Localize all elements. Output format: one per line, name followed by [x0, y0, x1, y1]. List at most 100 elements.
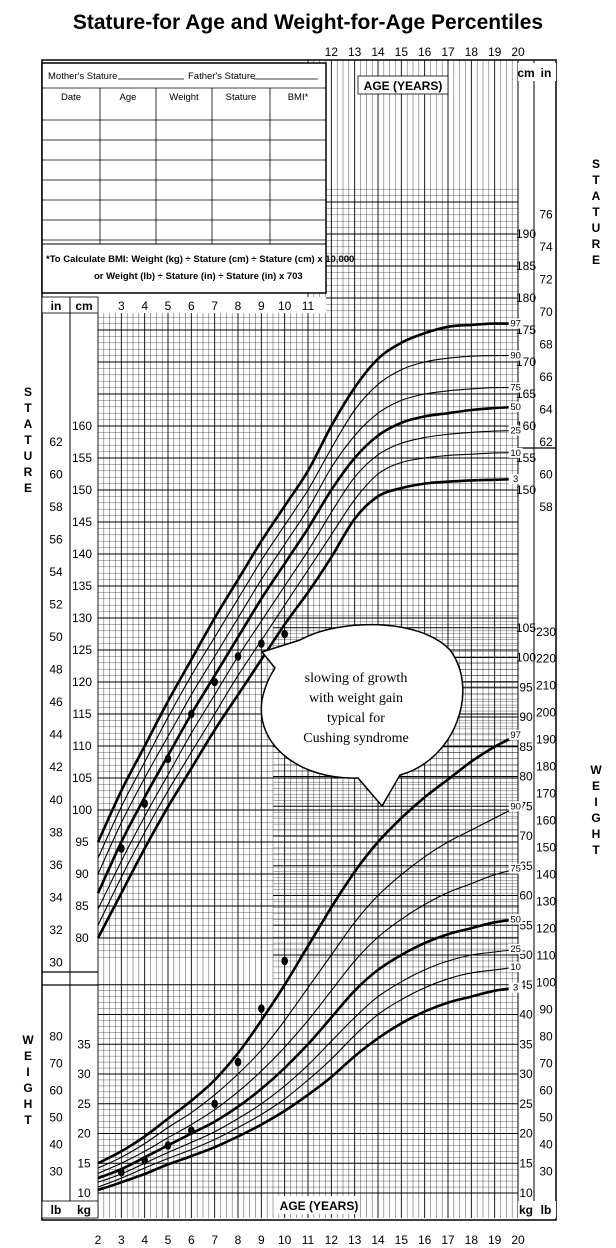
left-in-tick-62: 62: [49, 435, 63, 449]
age-tick-bottom-20: 20: [511, 1233, 525, 1247]
right-stature-letter-4: U: [592, 221, 601, 235]
age-tick-mid-6: 6: [188, 299, 195, 313]
stature-label-p25: 25: [510, 425, 521, 436]
left-weight-letter-4: H: [24, 1097, 33, 1111]
right-lb-tick-180: 180: [536, 760, 556, 774]
left-weight-letter-2: I: [26, 1065, 29, 1079]
left-lb-tick-30: 30: [49, 1165, 63, 1179]
stature-curve-p25: [97, 429, 519, 910]
right-weight-letter-3: G: [591, 811, 600, 825]
right-lb-tick-230: 230: [536, 625, 556, 639]
patient-stature-point-3: [188, 709, 195, 719]
left-in-tick-40: 40: [49, 793, 63, 807]
age-tick-bottom-3: 3: [118, 1233, 125, 1247]
annotation-line-3: typical for: [327, 711, 385, 726]
patient-weight-point-6: [258, 1004, 265, 1013]
stature-label-p3: 3: [513, 474, 518, 485]
right-kg-tick-75: 75: [519, 799, 533, 813]
weight-label-p10: 10: [510, 962, 521, 973]
bmi-note-1: *To Calculate BMI: Weight (kg) ÷ Stature…: [46, 254, 354, 265]
right-kg-tick-15: 15: [519, 1156, 533, 1170]
left-in-tick-36: 36: [49, 858, 63, 872]
right-kg-tick-105: 105: [516, 621, 536, 635]
left-stature-letter-3: T: [24, 433, 32, 447]
right-kg-tick-65: 65: [519, 859, 533, 873]
record-table: Mother's Stature Father's Stature Date Ag…: [41, 62, 354, 294]
left-in-tick-48: 48: [49, 663, 63, 677]
age-tick-top-16: 16: [418, 45, 432, 59]
right-lb-tick-90: 90: [539, 1003, 553, 1017]
right-lb-unit: lb: [541, 1203, 552, 1217]
right-lb-tick-70: 70: [539, 1057, 553, 1071]
right-lb-tick-40: 40: [539, 1138, 553, 1152]
left-cm-tick-155: 155: [72, 451, 92, 465]
table-header-4: BMI*: [288, 92, 309, 103]
right-in-unit: in: [541, 66, 552, 80]
chart-title: Stature-for Age and Weight-for-Age Perce…: [73, 11, 543, 34]
stature-curve-p75: [97, 386, 519, 875]
right-weight-letter-2: I: [594, 795, 597, 809]
stature-label-p10: 10: [510, 448, 521, 459]
right-kg-tick-55: 55: [519, 918, 533, 932]
right-stature-letter-3: T: [592, 205, 600, 219]
table-header-2: Weight: [169, 92, 199, 103]
age-tick-bottom-8: 8: [235, 1233, 242, 1247]
age-tick-mid-7: 7: [211, 299, 218, 313]
stature-curve-p3: [96, 477, 519, 939]
age-tick-mid-5: 5: [165, 299, 172, 313]
right-kg-tick-10: 10: [519, 1186, 533, 1200]
weight-curve-p25: [97, 948, 519, 1183]
patient-weight-point-2: [164, 1141, 172, 1150]
annotation-line-4: Cushing syndrome: [303, 731, 408, 746]
patient-stature-point-4: [211, 677, 218, 687]
right-cm-tick-185: 185: [516, 259, 536, 273]
stature-label-p50: 50: [510, 402, 521, 413]
left-cm-tick-130: 130: [72, 611, 92, 625]
mother-stature-label: Mother's Stature: [48, 71, 117, 82]
right-lb-tick-150: 150: [536, 841, 556, 855]
right-lb-tick-200: 200: [536, 706, 556, 720]
left-cm-tick-150: 150: [72, 483, 92, 497]
weight-label-p25: 25: [510, 944, 521, 955]
age-tick-bottom-13: 13: [348, 1233, 362, 1247]
weight-curve-p75: [97, 868, 519, 1174]
stature-percentile-curves: 97 90 75 50 25 10 3: [96, 318, 523, 939]
left-cm-tick-80: 80: [75, 931, 89, 945]
patient-weight-point-1: [141, 1155, 148, 1165]
right-lb-tick-100: 100: [536, 976, 556, 990]
age-tick-bottom-9: 9: [258, 1233, 265, 1247]
axes: 12 13 14 15 16 17 18 19 203 4 5 6 7 8 9 10 112 3 4 5 6 7 8 9 10 1…: [41, 45, 556, 1247]
table-header-1: Age: [120, 92, 137, 103]
weight-curve-p97: [97, 733, 519, 1165]
left-kg-tick-20: 20: [77, 1127, 91, 1141]
right-in-tick-72: 72: [539, 273, 553, 287]
patient-stature-point-6: [258, 639, 265, 648]
left-kg-unit: kg: [77, 1203, 91, 1217]
record-table-frame: [41, 62, 327, 294]
left-in-tick-42: 42: [49, 760, 63, 774]
age-tick-bottom-19: 19: [488, 1233, 502, 1247]
weight-curve-p10: [97, 966, 519, 1188]
patient-stature-point-5: [234, 652, 242, 661]
left-kg-tick-10: 10: [77, 1186, 91, 1200]
right-stature-letter-5: R: [592, 237, 601, 251]
left-in-tick-52: 52: [49, 598, 63, 612]
right-kg-tick-100: 100: [516, 651, 536, 665]
left-in-tick-46: 46: [49, 695, 63, 709]
left-in-tick-58: 58: [49, 500, 63, 514]
right-kg-tick-80: 80: [519, 770, 533, 784]
age-tick-bottom-18: 18: [465, 1233, 479, 1247]
table-header-0: Date: [61, 92, 81, 103]
right-stature-letter-2: A: [592, 189, 601, 203]
patient-stature-point-1: [141, 799, 148, 808]
right-lb-tick-160: 160: [536, 814, 556, 828]
patient-stature-point-0: [118, 844, 125, 853]
right-stature-letter-6: E: [592, 253, 600, 267]
left-cm-tick-100: 100: [72, 803, 92, 817]
weight-label-p3: 3: [513, 983, 518, 994]
left-weight-letter-0: W: [22, 1033, 34, 1047]
left-cm-tick-140: 140: [72, 547, 92, 561]
bmi-note-2: or Weight (lb) ÷ Stature (in) ÷ Stature …: [94, 271, 303, 282]
right-stature-letter-0: S: [592, 157, 600, 171]
left-cm-tick-115: 115: [72, 707, 91, 721]
